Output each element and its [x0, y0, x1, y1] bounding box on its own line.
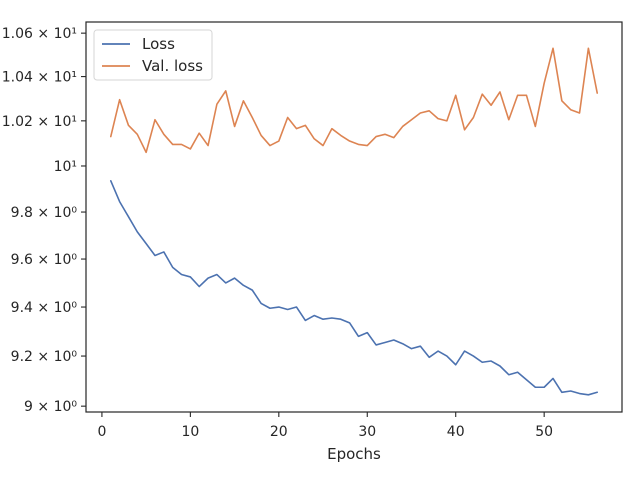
y-axis: 9 × 10⁰ 9.2 × 10⁰ 9.4 × 10⁰ 9.6 × 10⁰ 9.8 × …	[2, 26, 86, 415]
y-tick-label: 9.4 × 10⁰	[11, 300, 78, 316]
y-tick-label: 1.04 × 10¹	[2, 70, 77, 86]
y-tick-label: 1.06 × 10¹	[2, 26, 77, 42]
axes-frame	[85, 21, 623, 413]
x-tick-label: 20	[270, 424, 288, 440]
x-tick-label: 40	[447, 424, 465, 440]
series-lines	[109, 47, 599, 396]
legend-box	[93, 29, 213, 81]
x-tick-label: 30	[358, 424, 376, 440]
x-axis: 0 10 20 30 40 50	[97, 412, 553, 440]
series-line-2	[109, 47, 599, 154]
y-tick-label: 1.02 × 10¹	[2, 114, 77, 130]
x-tick-label: 0	[97, 424, 106, 440]
legend-label-1: Loss	[142, 35, 175, 53]
y-tick-label: 9 × 10⁰	[24, 399, 77, 415]
x-tick-label: 10	[181, 424, 199, 440]
y-tick-label: 9.8 × 10⁰	[11, 205, 78, 221]
x-tick-label: 50	[535, 424, 553, 440]
series-line-1	[109, 180, 599, 396]
y-tick-label: 10¹	[54, 159, 77, 175]
legend-label-2: Val. loss	[142, 57, 203, 75]
legend: Loss Val. loss	[93, 29, 213, 81]
y-tick-label: 9.6 × 10⁰	[11, 252, 78, 268]
y-tick-label: 9.2 × 10⁰	[11, 349, 78, 365]
x-axis-title: Epochs	[327, 445, 381, 463]
